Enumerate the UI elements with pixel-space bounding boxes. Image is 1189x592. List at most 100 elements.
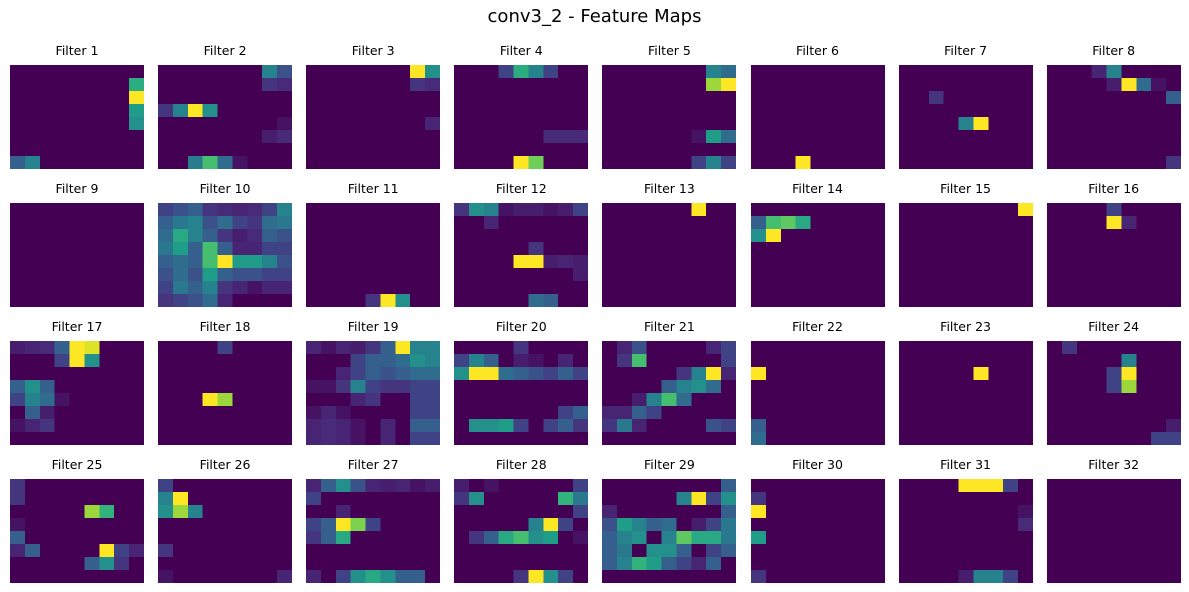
heatmap-cell bbox=[513, 406, 530, 420]
heatmap-cell bbox=[380, 130, 396, 144]
heatmap-cell bbox=[1002, 130, 1019, 144]
heatmap-cell bbox=[232, 432, 248, 445]
heatmap-cell bbox=[1136, 570, 1152, 583]
heatmap-cell bbox=[706, 432, 722, 445]
heatmap-cell bbox=[217, 242, 233, 256]
heatmap-cell bbox=[721, 341, 737, 355]
heatmap-cell bbox=[1121, 544, 1137, 558]
heatmap-cell bbox=[1046, 354, 1062, 368]
panel-title: Filter 7 bbox=[944, 43, 988, 58]
heatmap-cell bbox=[395, 143, 411, 157]
heatmap-cell bbox=[232, 130, 248, 144]
heatmap-cell bbox=[647, 432, 663, 445]
panel-title: Filter 8 bbox=[1092, 43, 1136, 58]
heatmap-cell bbox=[1017, 104, 1033, 118]
heatmap-cell bbox=[262, 143, 278, 157]
heatmap-cell bbox=[321, 78, 337, 92]
heatmap-cell bbox=[987, 432, 1004, 445]
heatmap-cell bbox=[306, 393, 322, 407]
heatmap-cell bbox=[721, 432, 737, 445]
heatmap-cell bbox=[39, 156, 55, 169]
heatmap-cell bbox=[54, 367, 70, 381]
heatmap-cell bbox=[350, 65, 367, 79]
heatmap-cell bbox=[854, 406, 870, 420]
heatmap-cell bbox=[395, 117, 411, 131]
heatmap-cell bbox=[973, 117, 989, 131]
heatmap-cell bbox=[410, 518, 426, 532]
heatmap-cell bbox=[573, 531, 589, 545]
heatmap-cell bbox=[114, 78, 130, 92]
heatmap-cell bbox=[1136, 78, 1152, 92]
heatmap-cell bbox=[1121, 255, 1137, 269]
heatmap-cell bbox=[306, 65, 322, 79]
heatmap-cell bbox=[262, 117, 278, 131]
heatmap-cell bbox=[617, 91, 633, 105]
heatmap-cell bbox=[898, 78, 914, 92]
heatmap-cell bbox=[469, 479, 485, 493]
panel-title: Filter 25 bbox=[51, 457, 103, 472]
heatmap-cell bbox=[869, 492, 885, 506]
heatmap-cell bbox=[469, 354, 485, 368]
heatmap-cell bbox=[632, 505, 648, 519]
heatmap-cell bbox=[99, 406, 115, 420]
heatmap-cell bbox=[498, 294, 515, 307]
heatmap-cell bbox=[913, 255, 929, 269]
heatmap-cell bbox=[721, 518, 737, 532]
heatmap-cell bbox=[410, 492, 426, 506]
heatmap-cell bbox=[987, 130, 1004, 144]
heatmap-cell bbox=[1121, 156, 1137, 169]
heatmap-cell bbox=[987, 156, 1004, 169]
heatmap-cell bbox=[1002, 156, 1019, 169]
heatmap-cell bbox=[321, 281, 337, 295]
heatmap-cell bbox=[839, 294, 856, 307]
heatmap-cell bbox=[410, 65, 426, 79]
heatmap-cell bbox=[24, 229, 41, 243]
heatmap-cell bbox=[484, 216, 500, 230]
heatmap-cell bbox=[839, 505, 856, 519]
heatmap-cell bbox=[99, 104, 115, 118]
heatmap-cell bbox=[617, 203, 633, 217]
heatmap-cell bbox=[869, 557, 885, 571]
heatmap-cell bbox=[661, 91, 678, 105]
heatmap-cell bbox=[943, 432, 959, 445]
heatmap-cell bbox=[765, 406, 781, 420]
heatmap-cell bbox=[410, 341, 426, 355]
heatmap-cell bbox=[987, 518, 1004, 532]
heatmap-cell bbox=[765, 367, 781, 381]
heatmap-cell bbox=[410, 203, 426, 217]
heatmap-cell bbox=[824, 130, 841, 144]
heatmap-cell bbox=[513, 518, 530, 532]
feature-map-heatmap bbox=[602, 203, 737, 307]
heatmap-cell bbox=[484, 505, 500, 519]
heatmap-cell bbox=[661, 242, 678, 256]
heatmap-cell bbox=[913, 117, 929, 131]
heatmap-cell bbox=[1076, 143, 1092, 157]
heatmap-cell bbox=[84, 531, 100, 545]
heatmap-cell bbox=[321, 130, 337, 144]
heatmap-cell bbox=[114, 65, 130, 79]
heatmap-cell bbox=[395, 367, 411, 381]
heatmap-cell bbox=[691, 557, 707, 571]
heatmap-cell bbox=[824, 294, 841, 307]
heatmap-cell bbox=[129, 557, 144, 571]
heatmap-cell bbox=[69, 229, 85, 243]
heatmap-cell bbox=[24, 156, 41, 169]
heatmap-cell bbox=[39, 557, 55, 571]
heatmap-cell bbox=[202, 367, 218, 381]
heatmap-cell bbox=[839, 130, 856, 144]
heatmap-cell bbox=[810, 557, 826, 571]
heatmap-cell bbox=[869, 78, 885, 92]
feature-map-heatmap bbox=[602, 65, 737, 169]
heatmap-cell bbox=[780, 492, 796, 506]
heatmap-cell bbox=[602, 544, 618, 558]
heatmap-cell bbox=[558, 341, 574, 355]
heatmap-cell bbox=[277, 104, 293, 118]
heatmap-cell bbox=[1017, 354, 1033, 368]
heatmap-cell bbox=[1076, 518, 1092, 532]
heatmap-cell bbox=[543, 117, 559, 131]
heatmap-cell bbox=[24, 406, 41, 420]
heatmap-cell bbox=[380, 531, 396, 545]
heatmap-cell bbox=[425, 393, 441, 407]
heatmap-cell bbox=[1165, 492, 1181, 506]
heatmap-cell bbox=[973, 557, 989, 571]
